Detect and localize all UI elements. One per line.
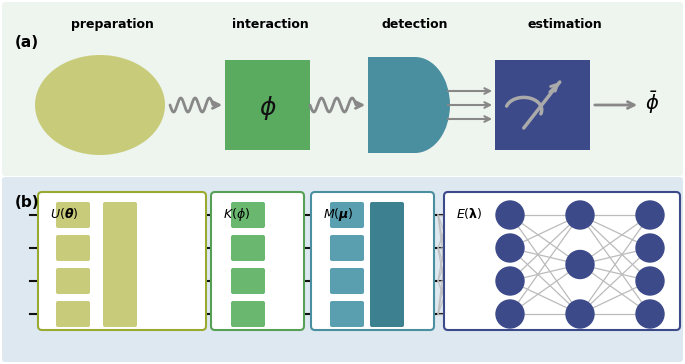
FancyBboxPatch shape [368, 57, 415, 153]
FancyBboxPatch shape [225, 60, 310, 150]
Circle shape [496, 300, 524, 328]
FancyBboxPatch shape [56, 301, 90, 327]
FancyBboxPatch shape [330, 301, 364, 327]
FancyBboxPatch shape [2, 2, 683, 176]
FancyBboxPatch shape [231, 268, 265, 294]
Text: (b): (b) [15, 195, 40, 210]
FancyBboxPatch shape [56, 202, 90, 228]
Ellipse shape [35, 55, 165, 155]
FancyBboxPatch shape [103, 235, 137, 294]
Text: $E(\boldsymbol{\lambda})$: $E(\boldsymbol{\lambda})$ [456, 206, 482, 221]
Text: (a): (a) [15, 35, 39, 50]
FancyBboxPatch shape [495, 60, 590, 150]
Text: $\bar{\phi}$: $\bar{\phi}$ [645, 90, 659, 116]
FancyBboxPatch shape [103, 268, 137, 327]
Circle shape [496, 234, 524, 262]
FancyBboxPatch shape [370, 202, 404, 327]
FancyBboxPatch shape [444, 192, 680, 330]
FancyBboxPatch shape [311, 192, 434, 330]
FancyBboxPatch shape [231, 235, 265, 261]
Circle shape [636, 201, 664, 229]
FancyBboxPatch shape [211, 192, 304, 330]
Circle shape [636, 300, 664, 328]
Ellipse shape [380, 57, 450, 153]
FancyBboxPatch shape [2, 177, 683, 362]
Circle shape [496, 201, 524, 229]
Circle shape [636, 234, 664, 262]
FancyBboxPatch shape [330, 268, 364, 294]
FancyBboxPatch shape [330, 235, 364, 261]
FancyBboxPatch shape [330, 202, 364, 228]
FancyBboxPatch shape [103, 202, 137, 261]
Circle shape [566, 201, 594, 229]
Circle shape [496, 267, 524, 295]
FancyBboxPatch shape [368, 57, 415, 153]
FancyBboxPatch shape [56, 268, 90, 294]
Text: $M(\boldsymbol{\mu})$: $M(\boldsymbol{\mu})$ [323, 206, 353, 223]
Text: $\phi$: $\phi$ [259, 94, 276, 122]
Text: $U(\boldsymbol{\theta})$: $U(\boldsymbol{\theta})$ [50, 206, 78, 221]
Text: preparation: preparation [71, 18, 153, 31]
FancyBboxPatch shape [56, 235, 90, 261]
Text: estimation: estimation [527, 18, 602, 31]
FancyBboxPatch shape [38, 192, 206, 330]
FancyBboxPatch shape [231, 301, 265, 327]
Text: detection: detection [382, 18, 448, 31]
Circle shape [566, 250, 594, 278]
Circle shape [636, 267, 664, 295]
Text: $K(\phi)$: $K(\phi)$ [223, 206, 250, 223]
FancyBboxPatch shape [231, 202, 265, 228]
Text: interaction: interaction [232, 18, 308, 31]
Circle shape [566, 300, 594, 328]
